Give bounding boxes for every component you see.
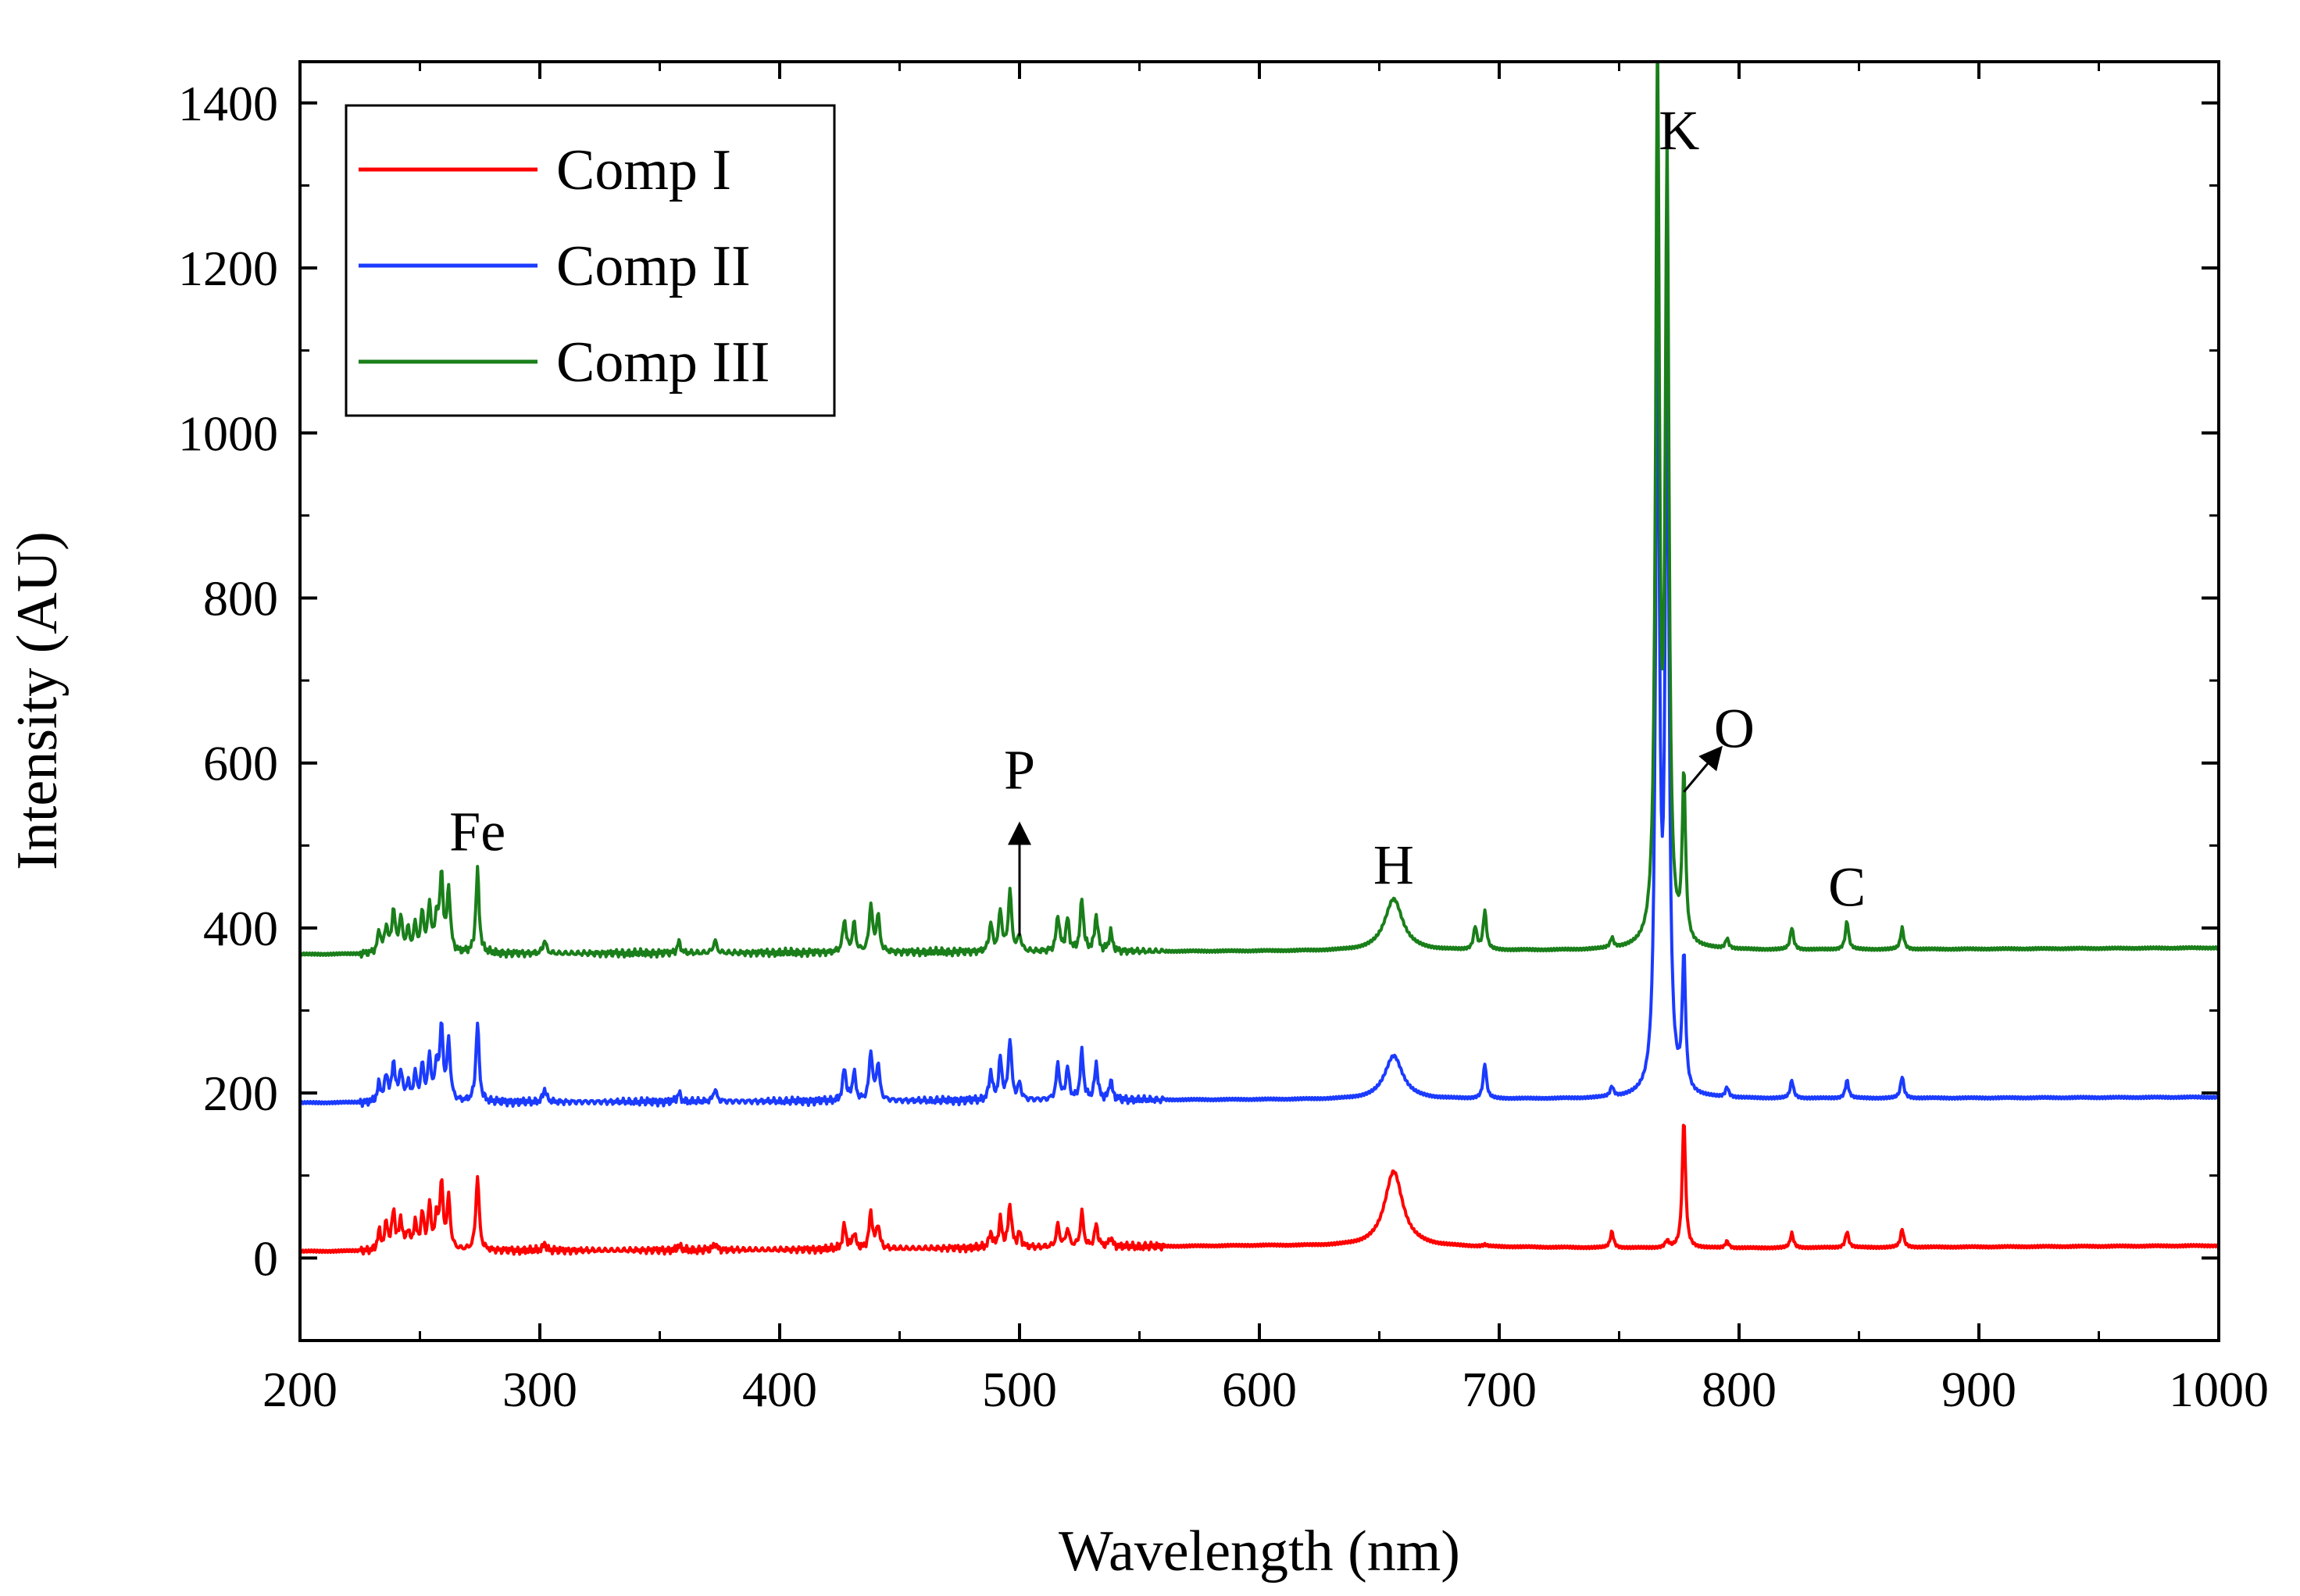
y-tick-label: 1000 xyxy=(178,405,278,461)
x-tick-label: 200 xyxy=(262,1362,338,1417)
legend-box xyxy=(345,104,836,417)
y-tick-label: 800 xyxy=(203,570,278,626)
x-tick-label: 700 xyxy=(1462,1362,1537,1417)
y-tick-label: 400 xyxy=(203,901,278,956)
series-line-comp-i xyxy=(300,1123,2219,1256)
series-line-comp-ii xyxy=(300,257,2219,1109)
x-tick-label: 600 xyxy=(1222,1362,1297,1417)
y-tick-label: 1400 xyxy=(178,76,278,131)
y-tick-label: 600 xyxy=(203,736,278,791)
annotation-label: P xyxy=(1004,739,1035,802)
y-axis-label: Intensity (AU) xyxy=(5,531,70,870)
x-tick-label: 1000 xyxy=(2169,1362,2269,1417)
x-tick-label: 400 xyxy=(742,1362,817,1417)
y-tick-label: 1200 xyxy=(178,241,278,296)
y-axis: 0 200 400 600 800 1000 1200 1400 xyxy=(178,76,2219,1342)
annotation-layer: Fe P H K O C xyxy=(449,99,1866,937)
x-tick-label: 300 xyxy=(502,1362,577,1417)
annotation-label: Fe xyxy=(449,801,505,863)
annotation-label: O xyxy=(1714,698,1755,760)
y-tick-label: 200 xyxy=(203,1066,278,1121)
x-tick-label: 900 xyxy=(1941,1362,2016,1417)
x-tick-label: 800 xyxy=(1702,1362,1777,1417)
x-axis: 200 300 400 500 600 700 800 900 1000 xyxy=(262,62,2269,1417)
legend-label: Comp II xyxy=(556,234,751,298)
series-layer xyxy=(300,62,2219,1256)
annotation-arrow xyxy=(1683,745,1723,793)
annotation-label: K xyxy=(1659,99,1699,162)
series-line-comp-iii xyxy=(300,62,2219,959)
y-tick-label: 0 xyxy=(253,1230,278,1286)
annotation-label: H xyxy=(1373,834,1414,896)
legend: Comp I Comp II Comp III xyxy=(345,104,836,417)
legend-label: Comp III xyxy=(556,330,770,395)
annotation-label: C xyxy=(1828,855,1866,918)
x-axis-label: Wavelength (nm) xyxy=(1059,1519,1460,1584)
x-tick-label: 500 xyxy=(982,1362,1057,1417)
legend-label: Comp I xyxy=(556,138,731,202)
